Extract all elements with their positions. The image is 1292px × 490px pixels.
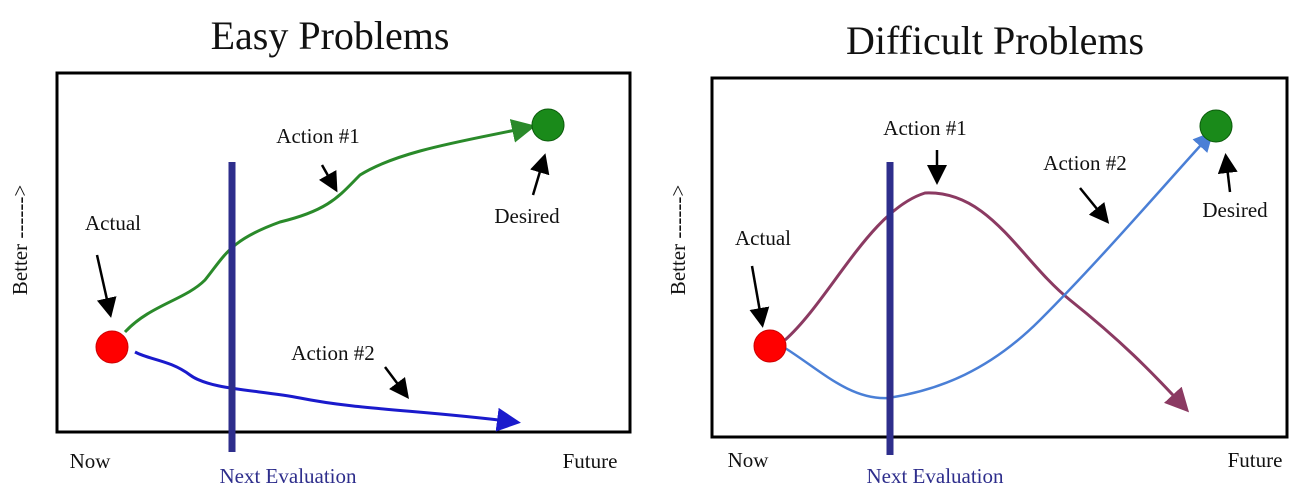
- now-label: Now: [728, 448, 770, 472]
- action1-curve: [123, 119, 536, 334]
- arrow: [1079, 187, 1110, 224]
- frame: [710, 76, 1289, 439]
- actual-label: Actual: [85, 211, 141, 235]
- action2-curve: [134, 350, 521, 432]
- future-label: Future: [1228, 448, 1283, 472]
- arrow: [95, 254, 117, 318]
- actual-point: [753, 329, 787, 363]
- y-label: Better ------>: [666, 185, 690, 295]
- action2-label: Action #2: [291, 341, 374, 365]
- easy-panel: Easy Problems Better ------> Actual Desi…: [8, 13, 632, 488]
- panel-title: Difficult Problems: [846, 18, 1144, 63]
- difficult-panel: Difficult Problems Better ------> Actual…: [666, 18, 1289, 488]
- action2-curve: [784, 131, 1214, 400]
- evaluation-label: Next Evaluation: [219, 464, 357, 488]
- desired-point: [1199, 109, 1233, 143]
- arrow: [318, 164, 338, 193]
- now-label: Now: [70, 449, 112, 473]
- arrow: [530, 153, 550, 196]
- panel-title: Easy Problems: [211, 13, 450, 58]
- arrow: [749, 265, 770, 328]
- y-label: Better ------>: [8, 185, 32, 295]
- future-label: Future: [563, 449, 618, 473]
- action1-label: Action #1: [883, 116, 966, 140]
- desired-label: Desired: [1202, 198, 1268, 222]
- arrow: [384, 366, 409, 399]
- actual-label: Actual: [735, 226, 791, 250]
- frame: [55, 71, 632, 434]
- actual-point: [95, 330, 129, 364]
- action2-label: Action #2: [1043, 151, 1126, 175]
- desired-label: Desired: [494, 204, 560, 228]
- action1-curve: [784, 191, 1190, 413]
- evaluation-label: Next Evaluation: [866, 464, 1004, 488]
- arrow: [1217, 153, 1238, 193]
- action1-label: Action #1: [276, 124, 359, 148]
- desired-point: [531, 108, 565, 142]
